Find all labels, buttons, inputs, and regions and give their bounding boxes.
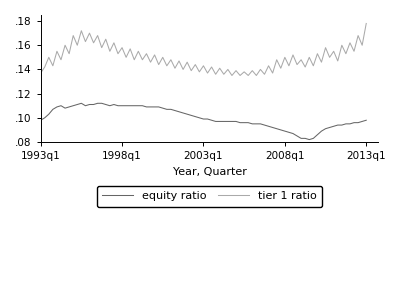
equity ratio — [363, 119, 368, 122]
tier 1 ratio — [363, 22, 368, 25]
equity ratio — [282, 129, 287, 133]
tier 1 ratio — [38, 71, 43, 75]
equity ratio — [338, 123, 343, 127]
equity ratio — [310, 137, 315, 140]
equity ratio — [326, 126, 331, 129]
equity ratio — [245, 121, 250, 124]
equity ratio — [306, 138, 311, 141]
tier 1 ratio — [217, 67, 222, 70]
Line: tier 1 ratio: tier 1 ratio — [41, 23, 365, 76]
tier 1 ratio — [306, 56, 311, 59]
tier 1 ratio — [229, 74, 234, 77]
equity ratio — [79, 102, 83, 105]
X-axis label: Year, Quarter: Year, Quarter — [172, 167, 246, 177]
tier 1 ratio — [322, 46, 327, 49]
Line: equity ratio: equity ratio — [41, 103, 365, 140]
tier 1 ratio — [245, 74, 250, 77]
tier 1 ratio — [282, 56, 287, 59]
tier 1 ratio — [334, 59, 339, 63]
equity ratio — [38, 119, 43, 122]
Legend: equity ratio, tier 1 ratio: equity ratio, tier 1 ratio — [97, 186, 322, 207]
equity ratio — [221, 120, 226, 123]
